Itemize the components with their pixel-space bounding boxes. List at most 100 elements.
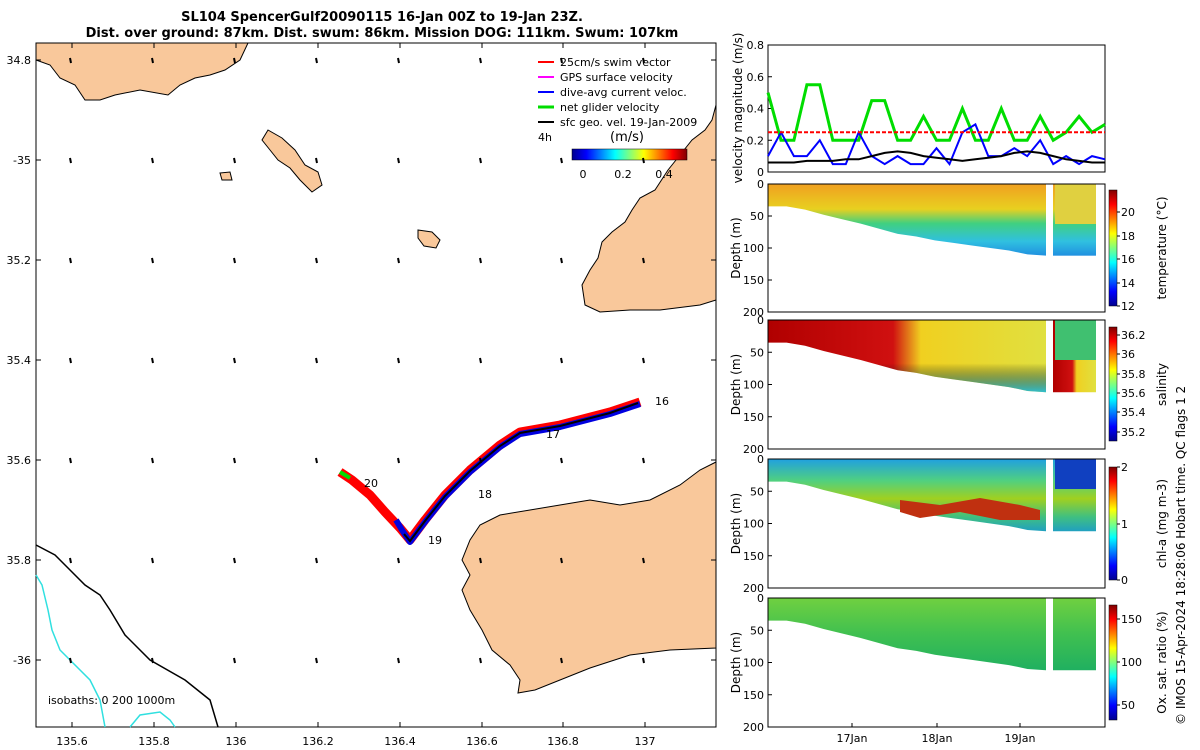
colorbar-unit: (m/s)	[610, 130, 644, 145]
colorbar-tick-label: 35.6	[1121, 387, 1146, 400]
colorbar-label: temperature (°C)	[1155, 197, 1169, 300]
velocity-series	[766, 83, 1106, 167]
section-x-tick-label: 18Jan	[922, 732, 953, 745]
map-ticks: 135.6 135.8 136 136.2 136.4 136.6 136.8 137 34.8…	[7, 43, 716, 748]
legend-label-net-velocity: net glider velocity	[560, 101, 660, 114]
lat-tick-label: 35.8	[7, 554, 32, 567]
island-2	[417, 229, 441, 249]
section-y-tick-label: 200	[743, 721, 764, 734]
sfc-arrow	[397, 357, 400, 364]
colorbar-tick-1: 0.2	[614, 168, 632, 181]
section-y-tick-label: 150	[743, 274, 764, 287]
velocity-line-1	[767, 122, 1106, 167]
section-x-tick-label: 19Jan	[1005, 732, 1036, 745]
sfc-arrow	[233, 157, 236, 164]
sfc-arrow	[642, 357, 645, 364]
sfc-arrow	[479, 457, 482, 464]
glider-path	[403, 402, 639, 543]
section-data-area-right	[1053, 598, 1096, 671]
map-panel: 16 17 18 19 20 25cm/s swim vector GPS su…	[7, 42, 717, 748]
net-velocity-mark	[338, 470, 352, 480]
sfc-arrow	[315, 57, 318, 64]
sfc-arrow	[315, 557, 318, 564]
island-3	[219, 171, 233, 181]
colorbar-tick-label: 100	[1121, 656, 1142, 669]
section-panel-2: 0 50 100 150 200 Depth (m) 35.2 35.4 35.6 35.8 36 3…	[729, 314, 1169, 456]
sfc-arrow	[479, 657, 482, 664]
section-colorbar	[1108, 604, 1118, 721]
section-y-tick-label: 200	[743, 306, 764, 319]
colorbar-tick-label: 2	[1121, 461, 1128, 474]
sfc-arrow	[479, 257, 482, 264]
colorbar-tick-label: 20	[1121, 206, 1135, 219]
colorbar-tick-2: 0.4	[655, 168, 673, 181]
sfc-arrow	[479, 357, 482, 364]
sfc-arrow	[315, 357, 318, 364]
sfc-arrow	[233, 257, 236, 264]
temp-upper-right	[1055, 184, 1096, 224]
section-data-overlay	[768, 320, 1046, 393]
sfc-arrow	[560, 57, 563, 64]
section-data-area	[768, 184, 1046, 256]
sfc-arrow	[233, 557, 236, 564]
colorbar-tick-label: 150	[1121, 613, 1142, 626]
sfc-arrow	[397, 257, 400, 264]
lon-tick-label: 137	[635, 735, 656, 748]
legend-extra: 4h	[538, 131, 552, 144]
section-panel-3: 0 50 100 150 200 Depth (m) 0 1 2 chl-a (mg m-3)	[729, 453, 1169, 595]
isobath-line-1	[35, 574, 106, 728]
section-y-tick-label: 150	[743, 411, 764, 424]
lat-tick-label: 35.2	[7, 254, 32, 267]
isobaths-label: isobaths: 0 200 1000m	[48, 694, 175, 707]
section-y-tick-label: 0	[757, 314, 764, 327]
land-northeast	[581, 43, 717, 313]
sfc-arrow	[642, 657, 645, 664]
day-label-19: 19	[428, 534, 442, 547]
colorbar-tick-label: 35.2	[1121, 426, 1146, 439]
section-y-tick-label: 100	[743, 518, 764, 531]
sfc-arrow	[642, 257, 645, 264]
section-data-area	[768, 459, 1046, 532]
colorbar-tick-label: 50	[1121, 699, 1135, 712]
sfc-arrow	[151, 557, 154, 564]
sfc-arrow	[397, 657, 400, 664]
sfc-arrow	[560, 257, 563, 264]
colorbar-label: chl-a (mg m-3)	[1155, 479, 1169, 568]
section-ylabel: Depth (m)	[729, 217, 743, 278]
colorbar-tick-label: 35.8	[1121, 368, 1146, 381]
lon-tick-label: 136.8	[547, 735, 579, 748]
section-y-tick-label: 0	[757, 453, 764, 466]
section-y-tick-label: 50	[750, 210, 764, 223]
section-y-tick-label: 100	[743, 657, 764, 670]
lon-tick-label: 136.2	[302, 735, 334, 748]
section-panel-4: 0 50 100 150 200 Depth (m) 50 100 150 Ox. sat. ra…	[729, 592, 1169, 745]
sfc-arrow	[642, 57, 645, 64]
section-y-tick-label: 100	[743, 379, 764, 392]
figure-title-line2: Dist. over ground: 87km. Dist. swum: 86k…	[86, 26, 679, 41]
sfc-arrow	[233, 657, 236, 664]
lat-tick-label: -36	[13, 654, 31, 667]
lon-tick-label: 136.6	[466, 735, 498, 748]
sfc-arrow	[397, 557, 400, 564]
lat-tick-label: 35.6	[7, 454, 32, 467]
sfc-arrow	[397, 157, 400, 164]
sfc-arrow	[560, 157, 563, 164]
section-y-tick-label: 100	[743, 242, 764, 255]
velocity-tick-label: 0.8	[747, 39, 765, 52]
sal-upper-right	[1055, 320, 1096, 360]
legend-label-gps-velocity: GPS surface velocity	[560, 71, 673, 84]
island-1	[261, 129, 323, 193]
sfc-arrow	[315, 257, 318, 264]
day-label-16: 16	[655, 395, 669, 408]
section-y-tick-label: 150	[743, 550, 764, 563]
legend-label-sfc-geo: sfc geo. vel. 19-Jan-2009	[560, 116, 697, 129]
sfc-arrow	[233, 57, 236, 64]
sfc-arrow	[151, 157, 154, 164]
sfc-arrow	[479, 157, 482, 164]
colorbar-tick-label: 36.2	[1121, 329, 1146, 342]
colorbar-tick-label: 18	[1121, 230, 1135, 243]
chl-max-layer	[900, 498, 1040, 520]
section-colorbar	[1108, 326, 1118, 442]
lat-tick-label: 34.8	[7, 54, 32, 67]
